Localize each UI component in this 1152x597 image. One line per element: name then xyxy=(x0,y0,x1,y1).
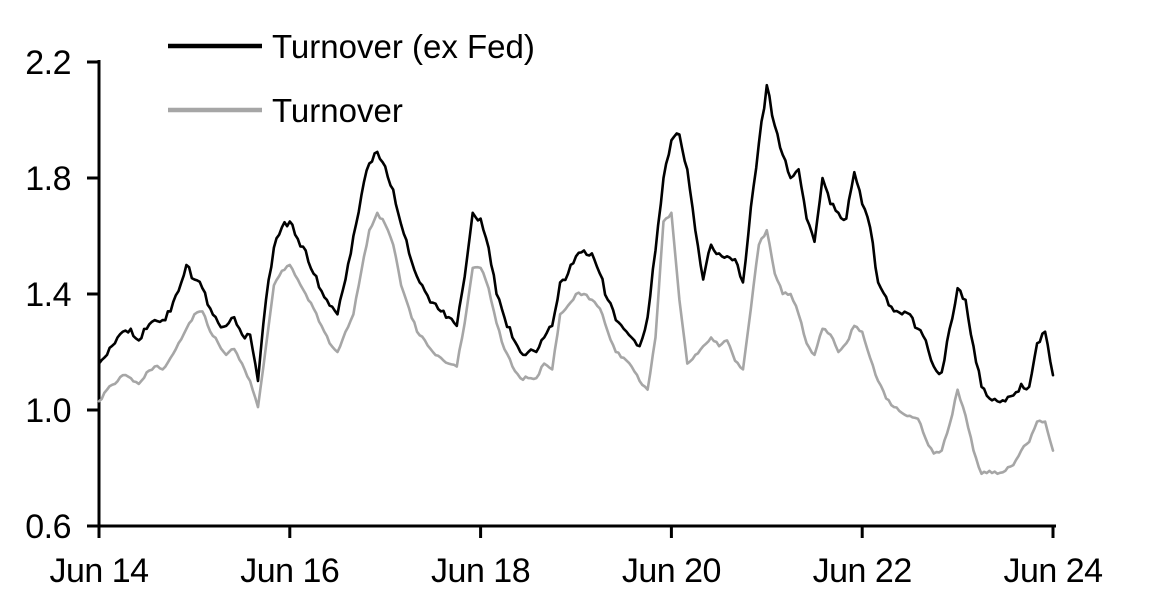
x-tick-label: Jun 14 xyxy=(49,552,148,590)
legend-label-turnover-ex-fed: Turnover (ex Fed) xyxy=(272,28,535,65)
y-tick-label: 0.6 xyxy=(25,508,71,546)
axis-ticks: 2.2 1.8 1.4 1.0 0.6 Jun 14 Jun 16 Jun 18 Jun 20 J… xyxy=(25,44,1103,590)
axes xyxy=(97,60,1056,531)
x-tick-label: Jun 16 xyxy=(240,552,339,590)
y-tick-label: 2.2 xyxy=(25,44,71,82)
legend: Turnover (ex Fed) Turnover xyxy=(168,28,535,129)
x-tick-label: Jun 24 xyxy=(1003,552,1102,590)
y-tick-label: 1.4 xyxy=(25,276,71,314)
y-tick-label: 1.0 xyxy=(25,392,71,430)
series-line-turnover-ex-fed xyxy=(97,83,1055,404)
legend-label-turnover: Turnover xyxy=(272,92,403,129)
data-series xyxy=(97,83,1055,476)
x-tick-label: Jun 18 xyxy=(431,552,530,590)
x-tick-label: Jun 20 xyxy=(622,552,721,590)
y-tick-label: 1.8 xyxy=(25,160,71,198)
series-line-turnover xyxy=(97,211,1055,476)
x-tick-label: Jun 22 xyxy=(813,552,912,590)
